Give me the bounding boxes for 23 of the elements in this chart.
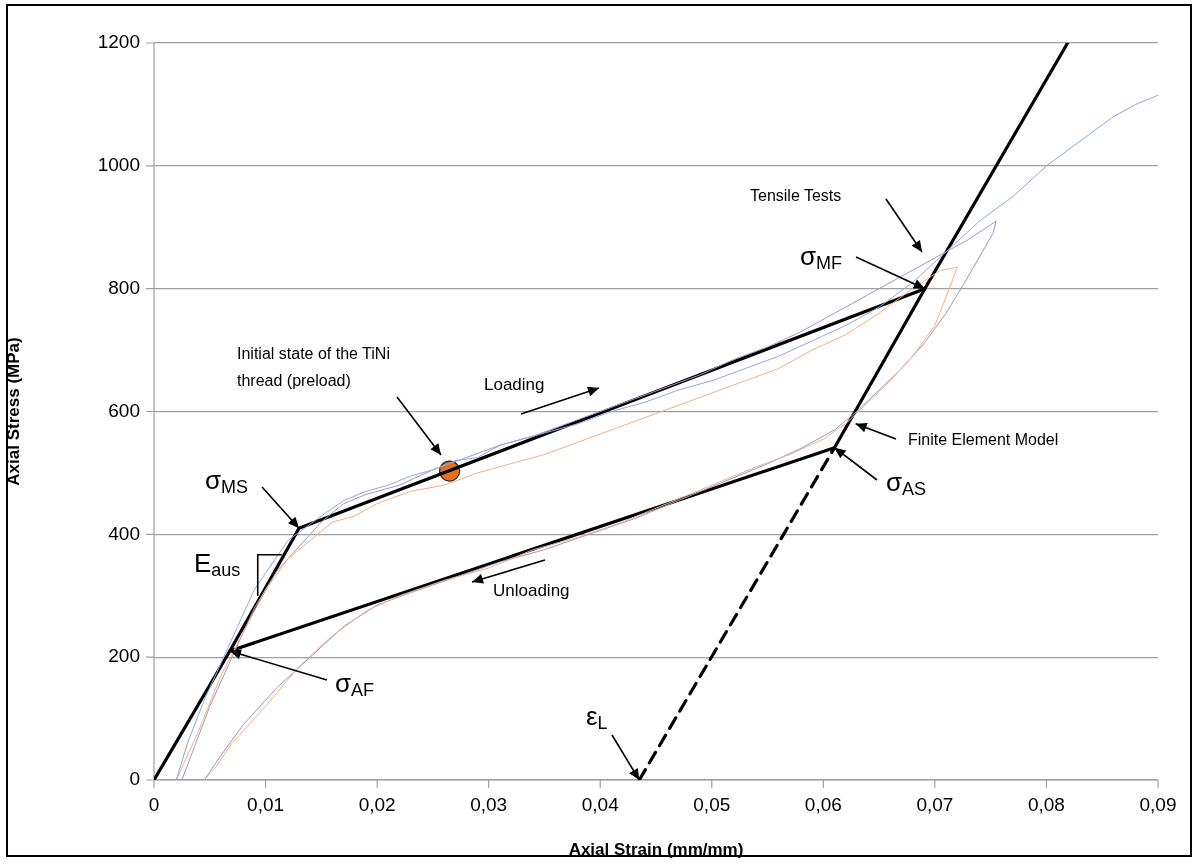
annotation: Tensile Tests: [750, 187, 842, 205]
x-axis-title: Axial Strain (mm/mm): [568, 840, 744, 860]
annotation: Finite Element Model: [908, 431, 1059, 449]
annotation: Loading: [484, 374, 545, 394]
x-tick-label: 0,08: [1027, 793, 1065, 815]
x-tick-label: 0,05: [693, 793, 731, 815]
y-tick-label: 600: [108, 399, 140, 421]
y-tick-label: 0: [129, 768, 140, 790]
annotation: Initial state of the TiNi thread (preload): [237, 345, 390, 389]
x-tick-label: 0,07: [916, 793, 954, 815]
x-tick-label: 0: [148, 793, 160, 815]
y-tick-label: 200: [108, 645, 140, 667]
annotation: Unloading: [493, 580, 570, 600]
y-tick-label: 1200: [97, 31, 140, 53]
x-tick-label: 0,04: [581, 793, 620, 815]
x-tick-label: 0,06: [804, 793, 842, 815]
y-tick-label: 1000: [97, 154, 140, 176]
x-tick-label: 0,09: [1139, 793, 1177, 815]
y-tick-label: 400: [108, 522, 140, 544]
x-tick-label: 0,02: [358, 793, 396, 815]
x-tick-label: 0,01: [247, 793, 285, 815]
y-tick-label: 800: [108, 276, 140, 298]
x-tick-label: 0,03: [470, 793, 508, 815]
